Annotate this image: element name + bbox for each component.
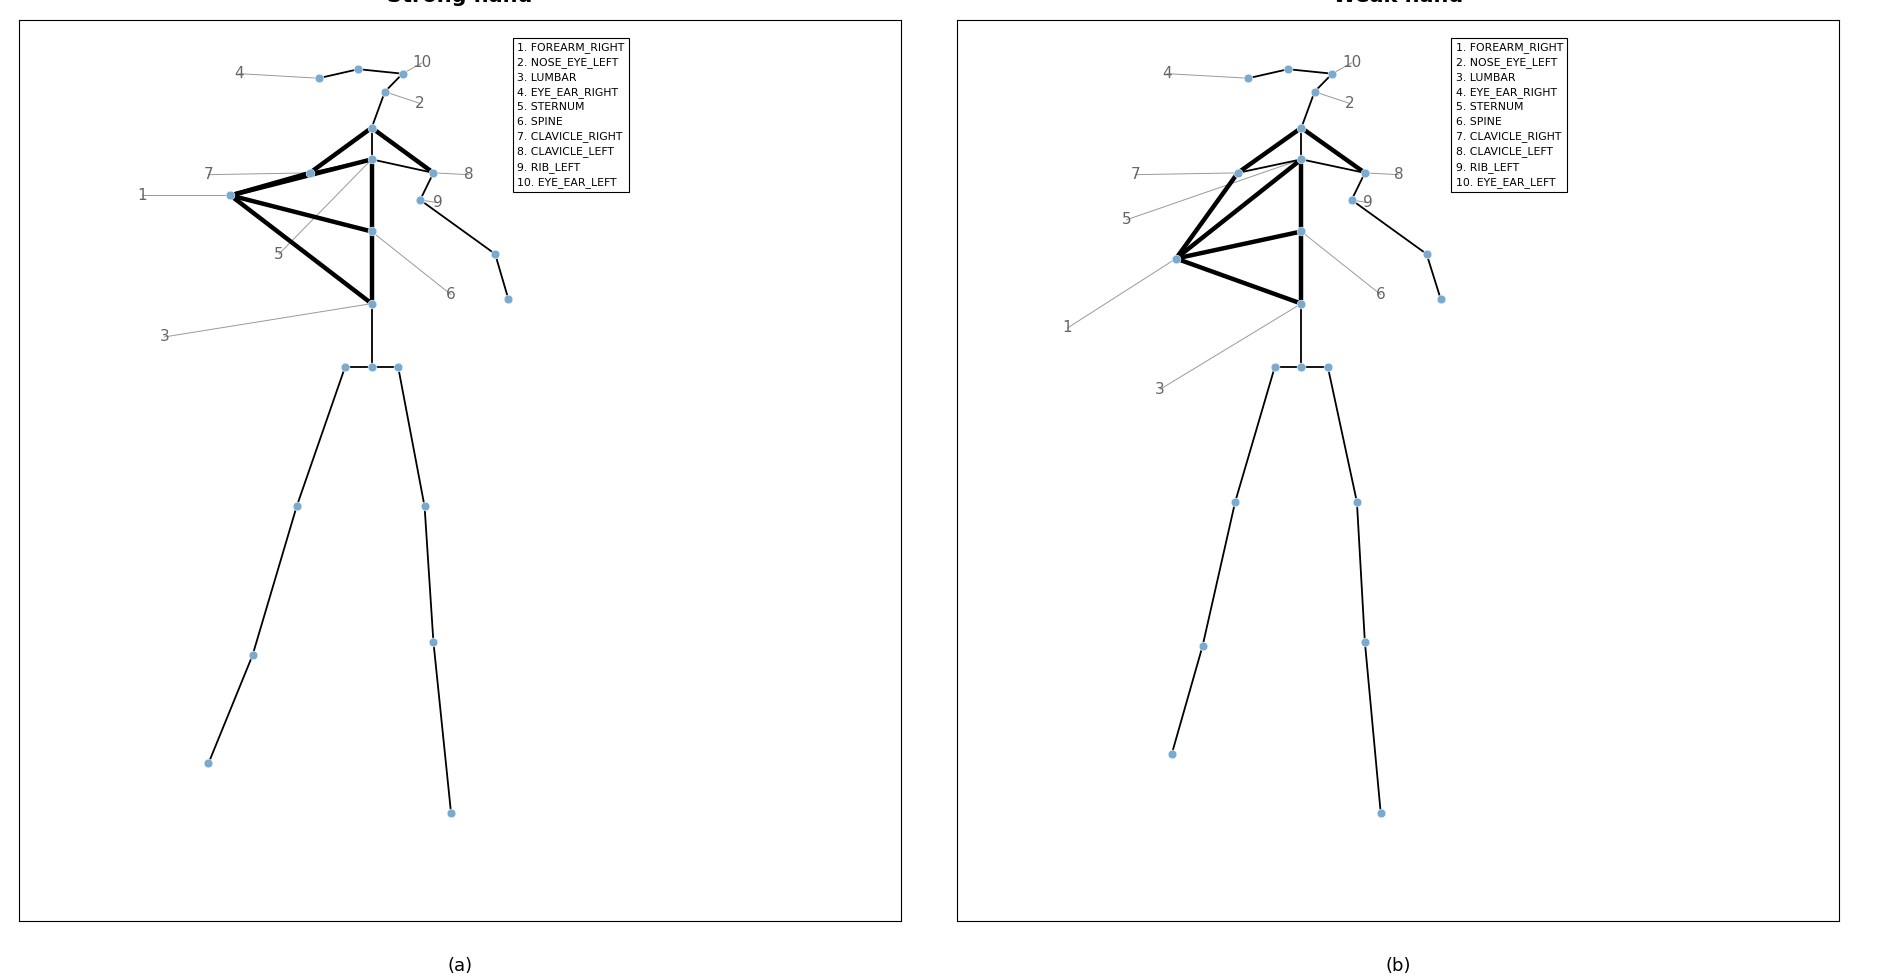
- Text: 1: 1: [1062, 320, 1072, 335]
- Point: [1286, 152, 1316, 168]
- Text: 10: 10: [1342, 56, 1361, 71]
- Point: [419, 165, 449, 180]
- Text: 4: 4: [1162, 67, 1171, 81]
- Point: [357, 359, 387, 374]
- Point: [481, 246, 511, 262]
- Point: [494, 291, 524, 307]
- Point: [1188, 638, 1218, 654]
- Point: [370, 84, 400, 100]
- Point: [1350, 634, 1380, 650]
- Point: [295, 165, 325, 180]
- Point: [357, 296, 387, 312]
- Point: [435, 806, 465, 821]
- Point: [1286, 359, 1316, 374]
- Point: [419, 634, 449, 650]
- Text: 4: 4: [235, 67, 244, 81]
- Text: 9: 9: [434, 195, 443, 210]
- Text: 2: 2: [1346, 96, 1355, 111]
- Text: 1. FOREARM_RIGHT
2. NOSE_EYE_LEFT
3. LUMBAR
4. EYE_EAR_RIGHT
5. STERNUM
6. SPINE: 1. FOREARM_RIGHT 2. NOSE_EYE_LEFT 3. LUM…: [1457, 42, 1564, 188]
- Text: 5: 5: [274, 247, 283, 262]
- Point: [1312, 359, 1342, 374]
- Point: [1342, 494, 1372, 510]
- Point: [1318, 66, 1348, 81]
- Text: 7: 7: [1130, 168, 1141, 182]
- Text: 2: 2: [415, 96, 424, 111]
- Point: [304, 71, 334, 86]
- Point: [1156, 747, 1186, 762]
- Point: [357, 120, 387, 135]
- Point: [282, 499, 312, 514]
- Point: [1412, 246, 1442, 262]
- Text: (b): (b): [1385, 957, 1412, 975]
- Point: [1259, 359, 1289, 374]
- Point: [405, 192, 435, 208]
- Point: [1286, 296, 1316, 312]
- Text: 7: 7: [203, 168, 214, 182]
- Point: [1233, 71, 1263, 86]
- Text: 3: 3: [160, 329, 169, 344]
- Text: 6: 6: [1376, 287, 1385, 302]
- Point: [193, 756, 223, 771]
- Text: (a): (a): [447, 957, 473, 975]
- Point: [1162, 251, 1192, 267]
- Point: [1220, 494, 1250, 510]
- Text: 3: 3: [1156, 382, 1166, 397]
- Point: [1350, 165, 1380, 180]
- Point: [330, 359, 360, 374]
- Point: [1336, 192, 1366, 208]
- Point: [238, 648, 268, 663]
- Point: [1299, 84, 1329, 100]
- Point: [343, 62, 374, 77]
- Text: 5: 5: [1122, 213, 1132, 227]
- Text: 8: 8: [464, 168, 473, 182]
- Text: 1. FOREARM_RIGHT
2. NOSE_EYE_LEFT
3. LUMBAR
4. EYE_EAR_RIGHT
5. STERNUM
6. SPINE: 1. FOREARM_RIGHT 2. NOSE_EYE_LEFT 3. LUM…: [518, 42, 625, 188]
- Point: [1273, 62, 1303, 77]
- Point: [409, 499, 439, 514]
- Point: [1222, 165, 1252, 180]
- Text: 10: 10: [413, 56, 432, 71]
- Point: [383, 359, 413, 374]
- Point: [1427, 291, 1457, 307]
- Point: [216, 187, 246, 203]
- Text: Strong hand: Strong hand: [387, 0, 533, 6]
- Text: 9: 9: [1363, 195, 1372, 210]
- Point: [1286, 120, 1316, 135]
- Text: 1: 1: [137, 188, 146, 203]
- Point: [357, 223, 387, 239]
- Point: [1366, 806, 1396, 821]
- Point: [357, 152, 387, 168]
- Text: 8: 8: [1393, 168, 1404, 182]
- Point: [387, 66, 417, 81]
- Text: Weak hand: Weak hand: [1333, 0, 1464, 6]
- Point: [1286, 223, 1316, 239]
- Text: 6: 6: [447, 287, 456, 302]
